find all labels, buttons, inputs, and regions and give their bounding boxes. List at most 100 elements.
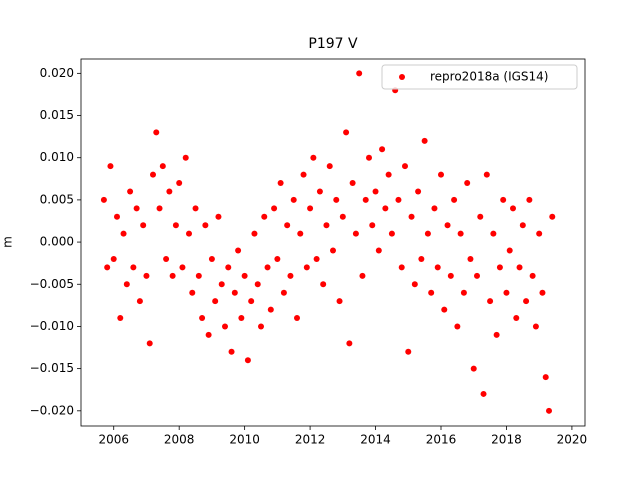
point bbox=[189, 289, 196, 296]
point bbox=[428, 289, 435, 296]
point bbox=[343, 129, 350, 136]
y-tick-label: 0.010 bbox=[40, 150, 74, 164]
x-tick-label: 2020 bbox=[557, 433, 588, 447]
point bbox=[231, 289, 238, 296]
point bbox=[156, 205, 163, 212]
point bbox=[421, 137, 428, 144]
point bbox=[186, 230, 192, 237]
point bbox=[130, 264, 137, 271]
point bbox=[447, 272, 454, 279]
point bbox=[382, 205, 389, 212]
point bbox=[549, 213, 556, 220]
point bbox=[251, 230, 258, 237]
chart-title: P197 V bbox=[308, 36, 358, 52]
point bbox=[470, 365, 477, 372]
point bbox=[280, 289, 287, 296]
point bbox=[500, 196, 507, 203]
x-tick-label: 2012 bbox=[295, 433, 326, 447]
point bbox=[100, 196, 107, 203]
point bbox=[261, 213, 268, 220]
point bbox=[467, 255, 474, 262]
point bbox=[513, 315, 520, 322]
point bbox=[136, 298, 143, 305]
point bbox=[372, 188, 379, 195]
point bbox=[493, 331, 500, 338]
point bbox=[267, 306, 274, 313]
point bbox=[323, 222, 330, 229]
point bbox=[218, 281, 225, 288]
point bbox=[320, 281, 327, 288]
point bbox=[192, 205, 199, 212]
point bbox=[123, 281, 130, 288]
point bbox=[444, 222, 451, 229]
x-tick-label: 2014 bbox=[360, 433, 391, 447]
plot-area bbox=[100, 70, 556, 414]
point bbox=[228, 348, 235, 355]
point bbox=[274, 255, 281, 262]
point bbox=[431, 205, 438, 212]
point bbox=[398, 264, 405, 271]
point bbox=[176, 180, 183, 187]
point bbox=[487, 298, 494, 305]
axes-frame bbox=[80, 58, 586, 427]
y-tick-label: 0.020 bbox=[40, 66, 74, 80]
point bbox=[222, 323, 228, 330]
point bbox=[366, 154, 372, 161]
point bbox=[114, 213, 120, 220]
point bbox=[480, 390, 487, 397]
point bbox=[346, 340, 353, 347]
y-tick-label: 0.005 bbox=[40, 192, 74, 206]
point bbox=[546, 407, 552, 414]
point bbox=[438, 171, 444, 178]
point bbox=[127, 188, 134, 195]
legend-label: repro2018a (IGS14) bbox=[430, 70, 548, 84]
point bbox=[163, 255, 170, 262]
point bbox=[287, 272, 294, 279]
point bbox=[415, 188, 422, 195]
point bbox=[490, 230, 497, 237]
point bbox=[310, 154, 317, 161]
point bbox=[297, 230, 304, 237]
point bbox=[532, 323, 539, 330]
point bbox=[510, 205, 516, 212]
x-tick-label: 2016 bbox=[426, 433, 457, 447]
point bbox=[208, 255, 215, 262]
point bbox=[202, 222, 209, 229]
point bbox=[474, 272, 480, 279]
point bbox=[120, 230, 127, 237]
y-tick-label: 0.000 bbox=[40, 235, 74, 249]
y-tick-label: −0.005 bbox=[30, 277, 74, 291]
point bbox=[150, 171, 156, 178]
point bbox=[457, 230, 464, 237]
point bbox=[110, 255, 117, 262]
point bbox=[182, 154, 189, 161]
point bbox=[244, 357, 251, 364]
point bbox=[506, 247, 513, 254]
point bbox=[294, 315, 300, 322]
point bbox=[215, 213, 222, 220]
point bbox=[195, 272, 202, 279]
point bbox=[405, 348, 412, 355]
point bbox=[104, 264, 111, 271]
x-tick-label: 2010 bbox=[229, 433, 260, 447]
point bbox=[271, 205, 278, 212]
point bbox=[140, 222, 147, 229]
point bbox=[362, 196, 369, 203]
point bbox=[388, 230, 395, 237]
point bbox=[464, 180, 471, 187]
y-axis-label: m bbox=[1, 236, 15, 248]
point bbox=[379, 146, 386, 153]
point bbox=[536, 230, 543, 237]
point bbox=[526, 196, 533, 203]
y-tick-label: 0.015 bbox=[40, 108, 74, 122]
point bbox=[326, 163, 333, 170]
point bbox=[411, 281, 418, 288]
y-tick-label: −0.010 bbox=[30, 319, 74, 333]
point bbox=[277, 180, 284, 187]
point bbox=[313, 255, 320, 262]
legend-marker bbox=[399, 74, 405, 80]
point bbox=[356, 70, 363, 77]
point bbox=[359, 272, 366, 279]
point bbox=[146, 340, 153, 347]
point bbox=[418, 255, 425, 262]
